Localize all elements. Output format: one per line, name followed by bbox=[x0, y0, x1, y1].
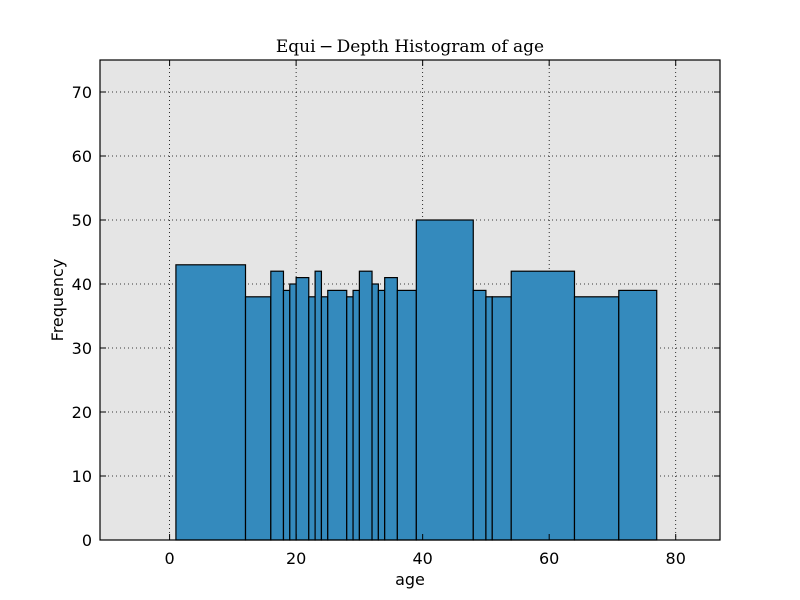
histogram-bar-23 bbox=[573, 296, 620, 541]
histogram-bar-11 bbox=[346, 296, 354, 541]
histogram-bar-21 bbox=[491, 296, 512, 541]
histogram-bar-24 bbox=[618, 289, 658, 541]
y-tick-label: 40 bbox=[72, 275, 92, 294]
histogram-bar-7 bbox=[308, 296, 316, 541]
histogram-bar-2 bbox=[244, 296, 272, 541]
x-tick-label: 60 bbox=[539, 549, 559, 568]
histogram-bar-22 bbox=[510, 270, 576, 541]
histogram-bar-4 bbox=[282, 289, 291, 541]
histogram-bar-18 bbox=[415, 219, 474, 541]
histogram-bar-6 bbox=[295, 277, 310, 541]
histogram-bar-8 bbox=[314, 270, 323, 541]
histogram-bar-10 bbox=[327, 289, 348, 541]
y-tick-label: 0 bbox=[82, 531, 92, 550]
histogram-bar-15 bbox=[377, 289, 386, 541]
histogram-bar-12 bbox=[352, 289, 360, 541]
histogram-bar-9 bbox=[320, 296, 329, 541]
y-tick-label: 50 bbox=[72, 211, 92, 230]
y-axis-title: Frequency bbox=[48, 259, 67, 342]
y-tick-label: 10 bbox=[72, 467, 92, 486]
histogram-bar-17 bbox=[396, 289, 417, 541]
x-tick-label: 80 bbox=[666, 549, 686, 568]
y-tick-label: 60 bbox=[72, 147, 92, 166]
histogram-bar-14 bbox=[371, 283, 379, 541]
bars bbox=[175, 219, 658, 541]
x-axis-title: age bbox=[395, 570, 425, 589]
x-tick-label: 20 bbox=[286, 549, 306, 568]
histogram-bar-5 bbox=[289, 283, 297, 541]
y-tick-label: 30 bbox=[72, 339, 92, 358]
plot-frame bbox=[99, 59, 721, 541]
histogram-bar-3 bbox=[270, 270, 285, 541]
histogram-bar-19 bbox=[472, 289, 487, 541]
x-tick-label: 40 bbox=[412, 549, 432, 568]
chart-title: Equi − Depth Histogram of age bbox=[276, 37, 544, 57]
x-tick-label: 0 bbox=[164, 549, 174, 568]
y-tick-label: 70 bbox=[72, 83, 92, 102]
histogram-bar-13 bbox=[358, 270, 373, 541]
histogram-bar-20 bbox=[485, 296, 493, 541]
histogram-bar-1 bbox=[175, 264, 247, 541]
y-tick-label: 20 bbox=[72, 403, 92, 422]
histogram-bar-16 bbox=[384, 277, 398, 541]
ticks: 0 20 40 60 80 0 10 20 30 40 50 60 70 bbox=[72, 60, 720, 568]
